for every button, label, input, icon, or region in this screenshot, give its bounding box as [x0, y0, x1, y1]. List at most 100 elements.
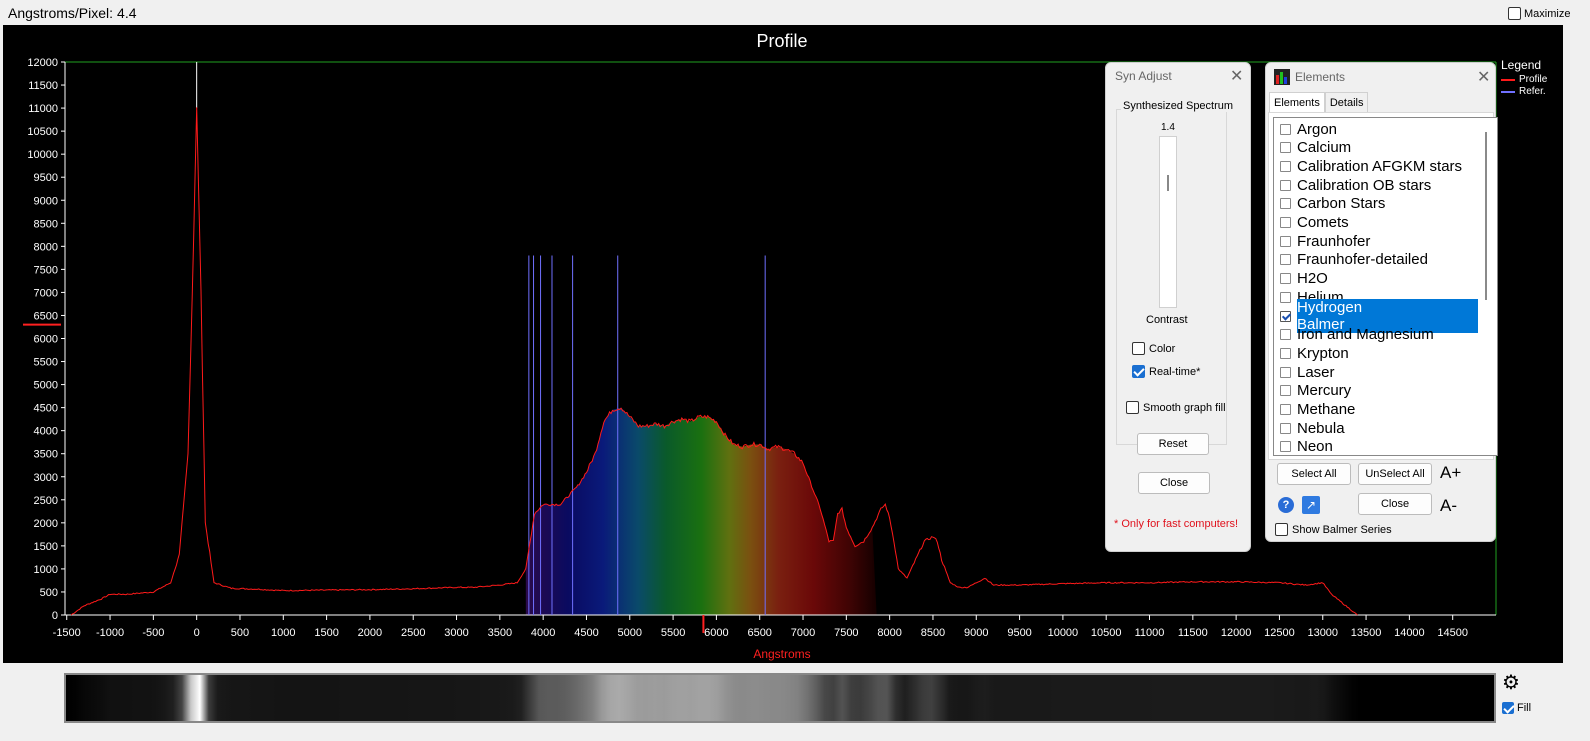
- element-checkbox[interactable]: [1280, 347, 1291, 359]
- element-checkbox[interactable]: [1280, 310, 1291, 322]
- font-increase-button[interactable]: A+: [1440, 463, 1462, 482]
- fill-option[interactable]: Fill: [1502, 702, 1531, 714]
- contrast-slider-thumb[interactable]: [1167, 175, 1169, 191]
- list-item[interactable]: Hydrogen Balmer: [1274, 299, 1478, 333]
- x-tick-label: 8500: [921, 627, 945, 639]
- list-item[interactable]: Comets: [1274, 214, 1478, 232]
- element-checkbox[interactable]: [1280, 291, 1291, 303]
- list-item[interactable]: Neon: [1274, 438, 1478, 455]
- syn-close-button[interactable]: Close: [1138, 472, 1210, 494]
- list-item[interactable]: Fraunhofer: [1274, 232, 1478, 250]
- element-checkbox[interactable]: [1280, 385, 1291, 397]
- tab-details[interactable]: Details: [1324, 92, 1369, 112]
- x-tick-label: 2500: [401, 627, 425, 639]
- elements-close-icon[interactable]: ✕: [1477, 69, 1491, 86]
- element-label: Calibration OB stars: [1297, 176, 1432, 194]
- element-label: Comets: [1297, 214, 1349, 231]
- list-item[interactable]: Krypton: [1274, 344, 1478, 362]
- element-checkbox[interactable]: [1280, 273, 1291, 285]
- list-item[interactable]: Laser: [1274, 363, 1478, 381]
- maximize-toggle[interactable]: Maximize: [1508, 7, 1570, 20]
- contrast-slider[interactable]: [1159, 136, 1177, 308]
- list-item[interactable]: Fraunhofer-detailed: [1274, 251, 1478, 269]
- element-checkbox[interactable]: [1280, 422, 1291, 434]
- element-checkbox[interactable]: [1280, 441, 1291, 453]
- syn-adjust-dialog[interactable]: Syn Adjust ✕ Synthesized Spectrum 1.4 Co…: [1105, 62, 1251, 552]
- realtime-checkbox[interactable]: [1132, 365, 1145, 378]
- list-item[interactable]: Nebula: [1274, 419, 1478, 437]
- realtime-option[interactable]: Real-time*: [1132, 365, 1200, 378]
- list-item[interactable]: Calcium: [1274, 139, 1478, 157]
- element-label: Fraunhofer: [1297, 232, 1371, 250]
- element-checkbox[interactable]: [1280, 404, 1291, 415]
- x-tick-label: 6500: [747, 627, 771, 639]
- elements-dialog[interactable]: Elements ✕ Elements Details Argon Calcium…: [1265, 62, 1498, 542]
- tab-elements[interactable]: Elements: [1269, 92, 1325, 112]
- open-link-icon[interactable]: ↗: [1302, 496, 1320, 514]
- y-tick-label: 500: [40, 587, 58, 599]
- list-item[interactable]: Calibration OB stars: [1274, 176, 1478, 194]
- elements-close-button[interactable]: Close: [1358, 493, 1432, 515]
- element-checkbox[interactable]: [1280, 235, 1291, 247]
- element-checkbox[interactable]: [1280, 254, 1291, 266]
- contrast-slider-value: 1.4: [1161, 122, 1175, 133]
- x-tick-label: -500: [142, 627, 164, 639]
- element-checkbox[interactable]: [1280, 123, 1291, 135]
- elements-list-scrollbar[interactable]: [1485, 132, 1487, 300]
- fill-checkbox[interactable]: [1502, 702, 1514, 714]
- y-tick-label: 3500: [34, 449, 58, 461]
- color-option[interactable]: Color: [1132, 342, 1175, 355]
- x-tick-label: 0: [194, 627, 200, 639]
- show-balmer-option[interactable]: Show Balmer Series: [1275, 523, 1392, 536]
- element-checkbox[interactable]: [1280, 160, 1291, 172]
- contrast-label: Contrast: [1146, 314, 1188, 326]
- x-tick-label: 2000: [358, 627, 382, 639]
- element-label: Hydrogen Balmer: [1297, 299, 1478, 333]
- x-tick-label: -1000: [96, 627, 124, 639]
- show-balmer-checkbox[interactable]: [1275, 523, 1288, 536]
- element-checkbox[interactable]: [1280, 329, 1291, 341]
- element-label: Laser: [1297, 363, 1335, 381]
- list-item[interactable]: Carbon Stars: [1274, 195, 1478, 213]
- y-tick-label: 9500: [34, 172, 58, 184]
- unselect-all-button[interactable]: UnSelect All: [1358, 463, 1432, 485]
- list-item[interactable]: Calibration AFGKM stars: [1274, 157, 1478, 175]
- element-checkbox[interactable]: [1280, 142, 1291, 154]
- gear-icon[interactable]: ⚙: [1502, 672, 1520, 694]
- y-tick-label: 7000: [34, 287, 58, 299]
- y-tick-label: 1000: [34, 564, 58, 576]
- element-checkbox[interactable]: [1280, 217, 1291, 228]
- element-checkbox[interactable]: [1280, 198, 1291, 210]
- y-tick-label: 6500: [34, 310, 58, 322]
- syn-adjust-close-icon[interactable]: ✕: [1230, 68, 1244, 85]
- list-item[interactable]: Mercury: [1274, 382, 1478, 400]
- smooth-fill-option[interactable]: Smooth graph fill: [1126, 401, 1226, 414]
- profile-chart[interactable]: 0500100015002000250030003500400045005000…: [3, 25, 1563, 663]
- list-item[interactable]: Argon: [1274, 120, 1478, 138]
- profile-series-line: [70, 107, 1358, 616]
- reset-button[interactable]: Reset: [1137, 433, 1209, 455]
- color-checkbox[interactable]: [1132, 342, 1145, 355]
- fast-computers-note: * Only for fast computers!: [1114, 518, 1239, 530]
- y-tick-label: 10500: [27, 126, 58, 138]
- legend-swatch-profile: [1501, 78, 1515, 81]
- element-label: Fraunhofer-detailed: [1297, 251, 1428, 269]
- x-tick-label: 8000: [877, 627, 901, 639]
- x-tick-label: 14000: [1394, 627, 1425, 639]
- smooth-fill-checkbox[interactable]: [1126, 401, 1139, 414]
- list-item[interactable]: H2O: [1274, 270, 1478, 288]
- elements-list[interactable]: Argon Calcium Calibration AFGKM stars Calib…: [1273, 117, 1498, 456]
- x-tick-label: 11000: [1135, 627, 1165, 639]
- maximize-checkbox[interactable]: [1508, 7, 1521, 20]
- y-tick-label: 8500: [34, 218, 58, 230]
- y-tick-label: 10000: [27, 149, 58, 161]
- element-checkbox[interactable]: [1280, 366, 1291, 378]
- list-item[interactable]: Iron and Magnesium: [1274, 326, 1478, 344]
- list-item[interactable]: Methane: [1274, 401, 1478, 419]
- element-label: Carbon Stars: [1297, 195, 1386, 213]
- element-checkbox[interactable]: [1280, 179, 1291, 191]
- legend-label-profile: Profile: [1519, 74, 1548, 85]
- font-decrease-button[interactable]: A-: [1440, 496, 1457, 515]
- help-icon[interactable]: ?: [1278, 497, 1294, 513]
- select-all-button[interactable]: Select All: [1277, 463, 1351, 485]
